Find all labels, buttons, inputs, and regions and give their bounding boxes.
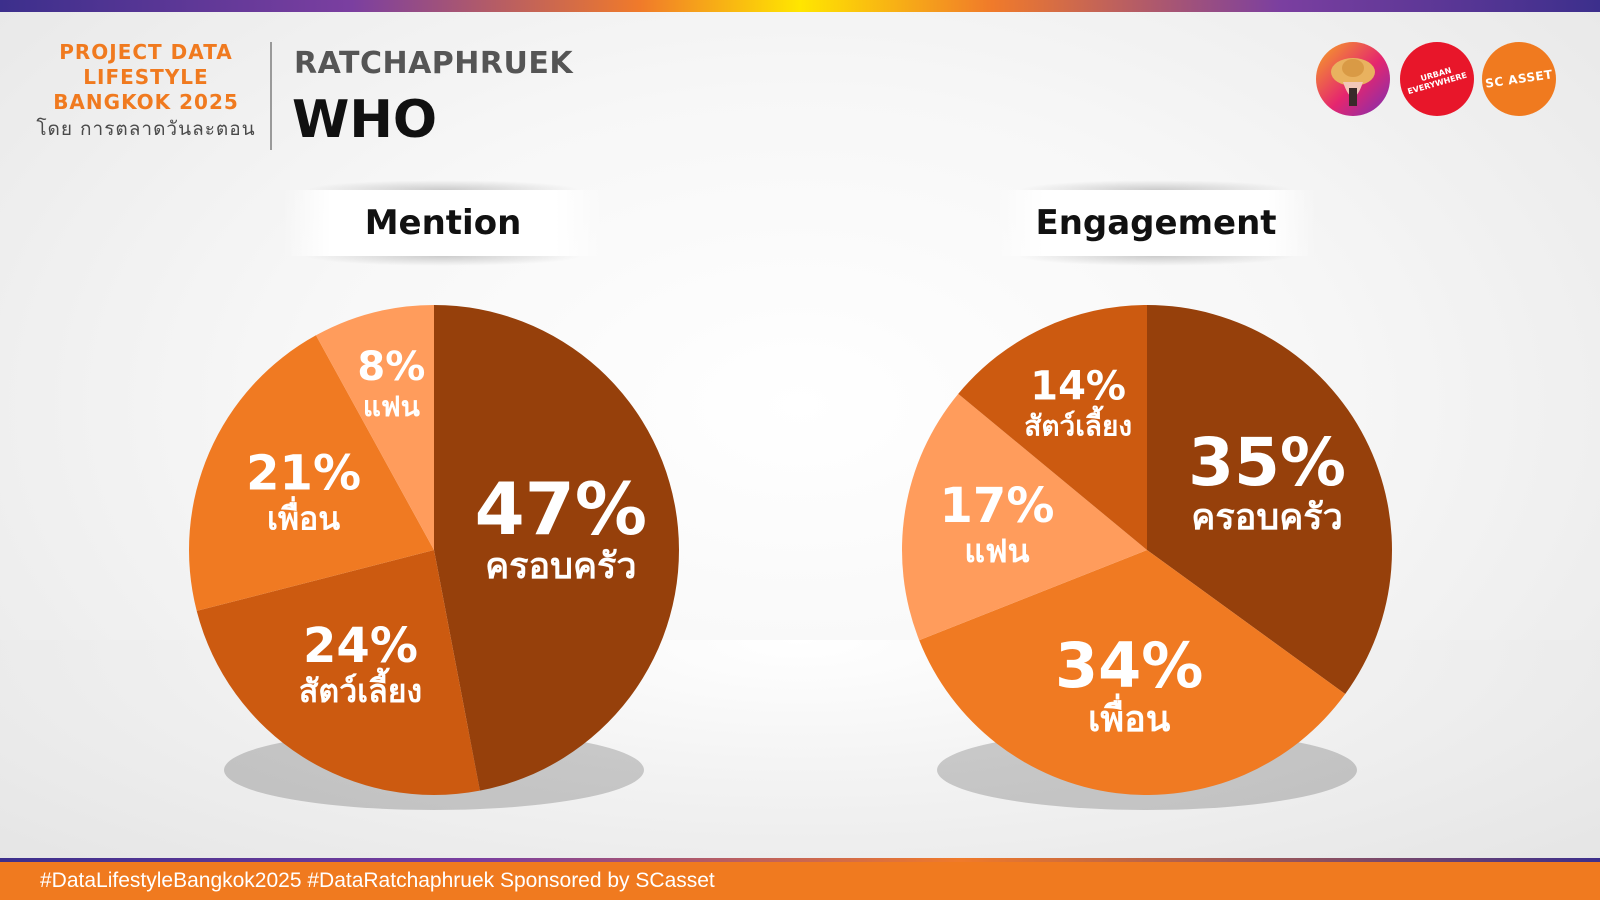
engagement-slice-3 [958, 305, 1147, 550]
mention-slice-1-label: สัตว์เลี้ยง [299, 667, 422, 710]
project-line-2: LIFESTYLE [83, 65, 209, 89]
hat-person-icon [1331, 58, 1375, 106]
engagement-slice-0 [1147, 305, 1392, 695]
engagement-slice-2 [902, 393, 1147, 641]
by-line: โดย การตลาดวันละตอน [36, 118, 256, 140]
sc-asset-logo-text: SC ASSET [1484, 67, 1554, 91]
creator-avatar-logo [1316, 42, 1390, 116]
engagement-slice-3-percent: 14% [1030, 364, 1126, 410]
location-label: RATCHAPHRUEK [294, 46, 574, 81]
mention-slice-2 [189, 335, 434, 611]
project-line-1: PROJECT DATA [59, 40, 233, 64]
mention-slice-0-label: ครอบครัว [485, 546, 637, 587]
page-title: WHO [292, 90, 438, 150]
sc-asset-logo: SC ASSET [1482, 42, 1556, 116]
engagement-slice-2-label: แฟน [964, 532, 1029, 570]
engagement-slice-1-label: เพื่อน [1088, 693, 1171, 740]
engagement-slice-0-percent: 35% [1188, 424, 1346, 501]
mention-slice-1 [196, 550, 480, 795]
mention-slice-0 [434, 305, 679, 791]
mention-slice-1-percent: 24% [303, 618, 418, 674]
project-title-block: PROJECT DATA LIFESTYLE BANGKOK 2025 โดย … [36, 40, 256, 142]
mention-slice-3 [315, 305, 434, 550]
mention-slice-0-percent: 47% [475, 467, 647, 551]
engagement-pie-chart: 35%ครอบครัว 34%เพื่อน 17%แฟน 14%สัตว์เลี้ยง [902, 305, 1392, 810]
mention-pie-chart: 47%ครอบครัว 24%สัตว์เลี้ยง 21%เพื่อน 8%แฟน [189, 305, 679, 810]
project-line-3: BANGKOK 2025 [53, 90, 239, 114]
engagement-slice-1-percent: 34% [1055, 629, 1203, 702]
mention-slice-3-label: แฟน [363, 390, 420, 423]
header-divider [270, 42, 272, 150]
footer-hashtags: #DataLifestyleBangkok2025 #DataRatchaphr… [0, 862, 1600, 900]
footer-accent-line [0, 858, 1600, 862]
engagement-slice-0-label: ครอบครัว [1191, 497, 1343, 538]
engagement-chart-title: Engagement [996, 180, 1316, 266]
mention-slice-3-percent: 8% [357, 344, 425, 390]
engagement-slice-3-label: สัตว์เลี้ยง [1024, 405, 1132, 443]
engagement-slice-2-percent: 17% [940, 478, 1055, 534]
engagement-slice-1 [919, 550, 1346, 795]
mention-slice-2-percent: 21% [246, 446, 361, 502]
top-gradient-bar [0, 0, 1600, 12]
mention-slice-2-label: เพื่อน [267, 496, 340, 538]
mention-chart-title: Mention [283, 180, 603, 266]
urban-everywhere-logo: URBAN EVERYWHERE [1400, 42, 1474, 116]
